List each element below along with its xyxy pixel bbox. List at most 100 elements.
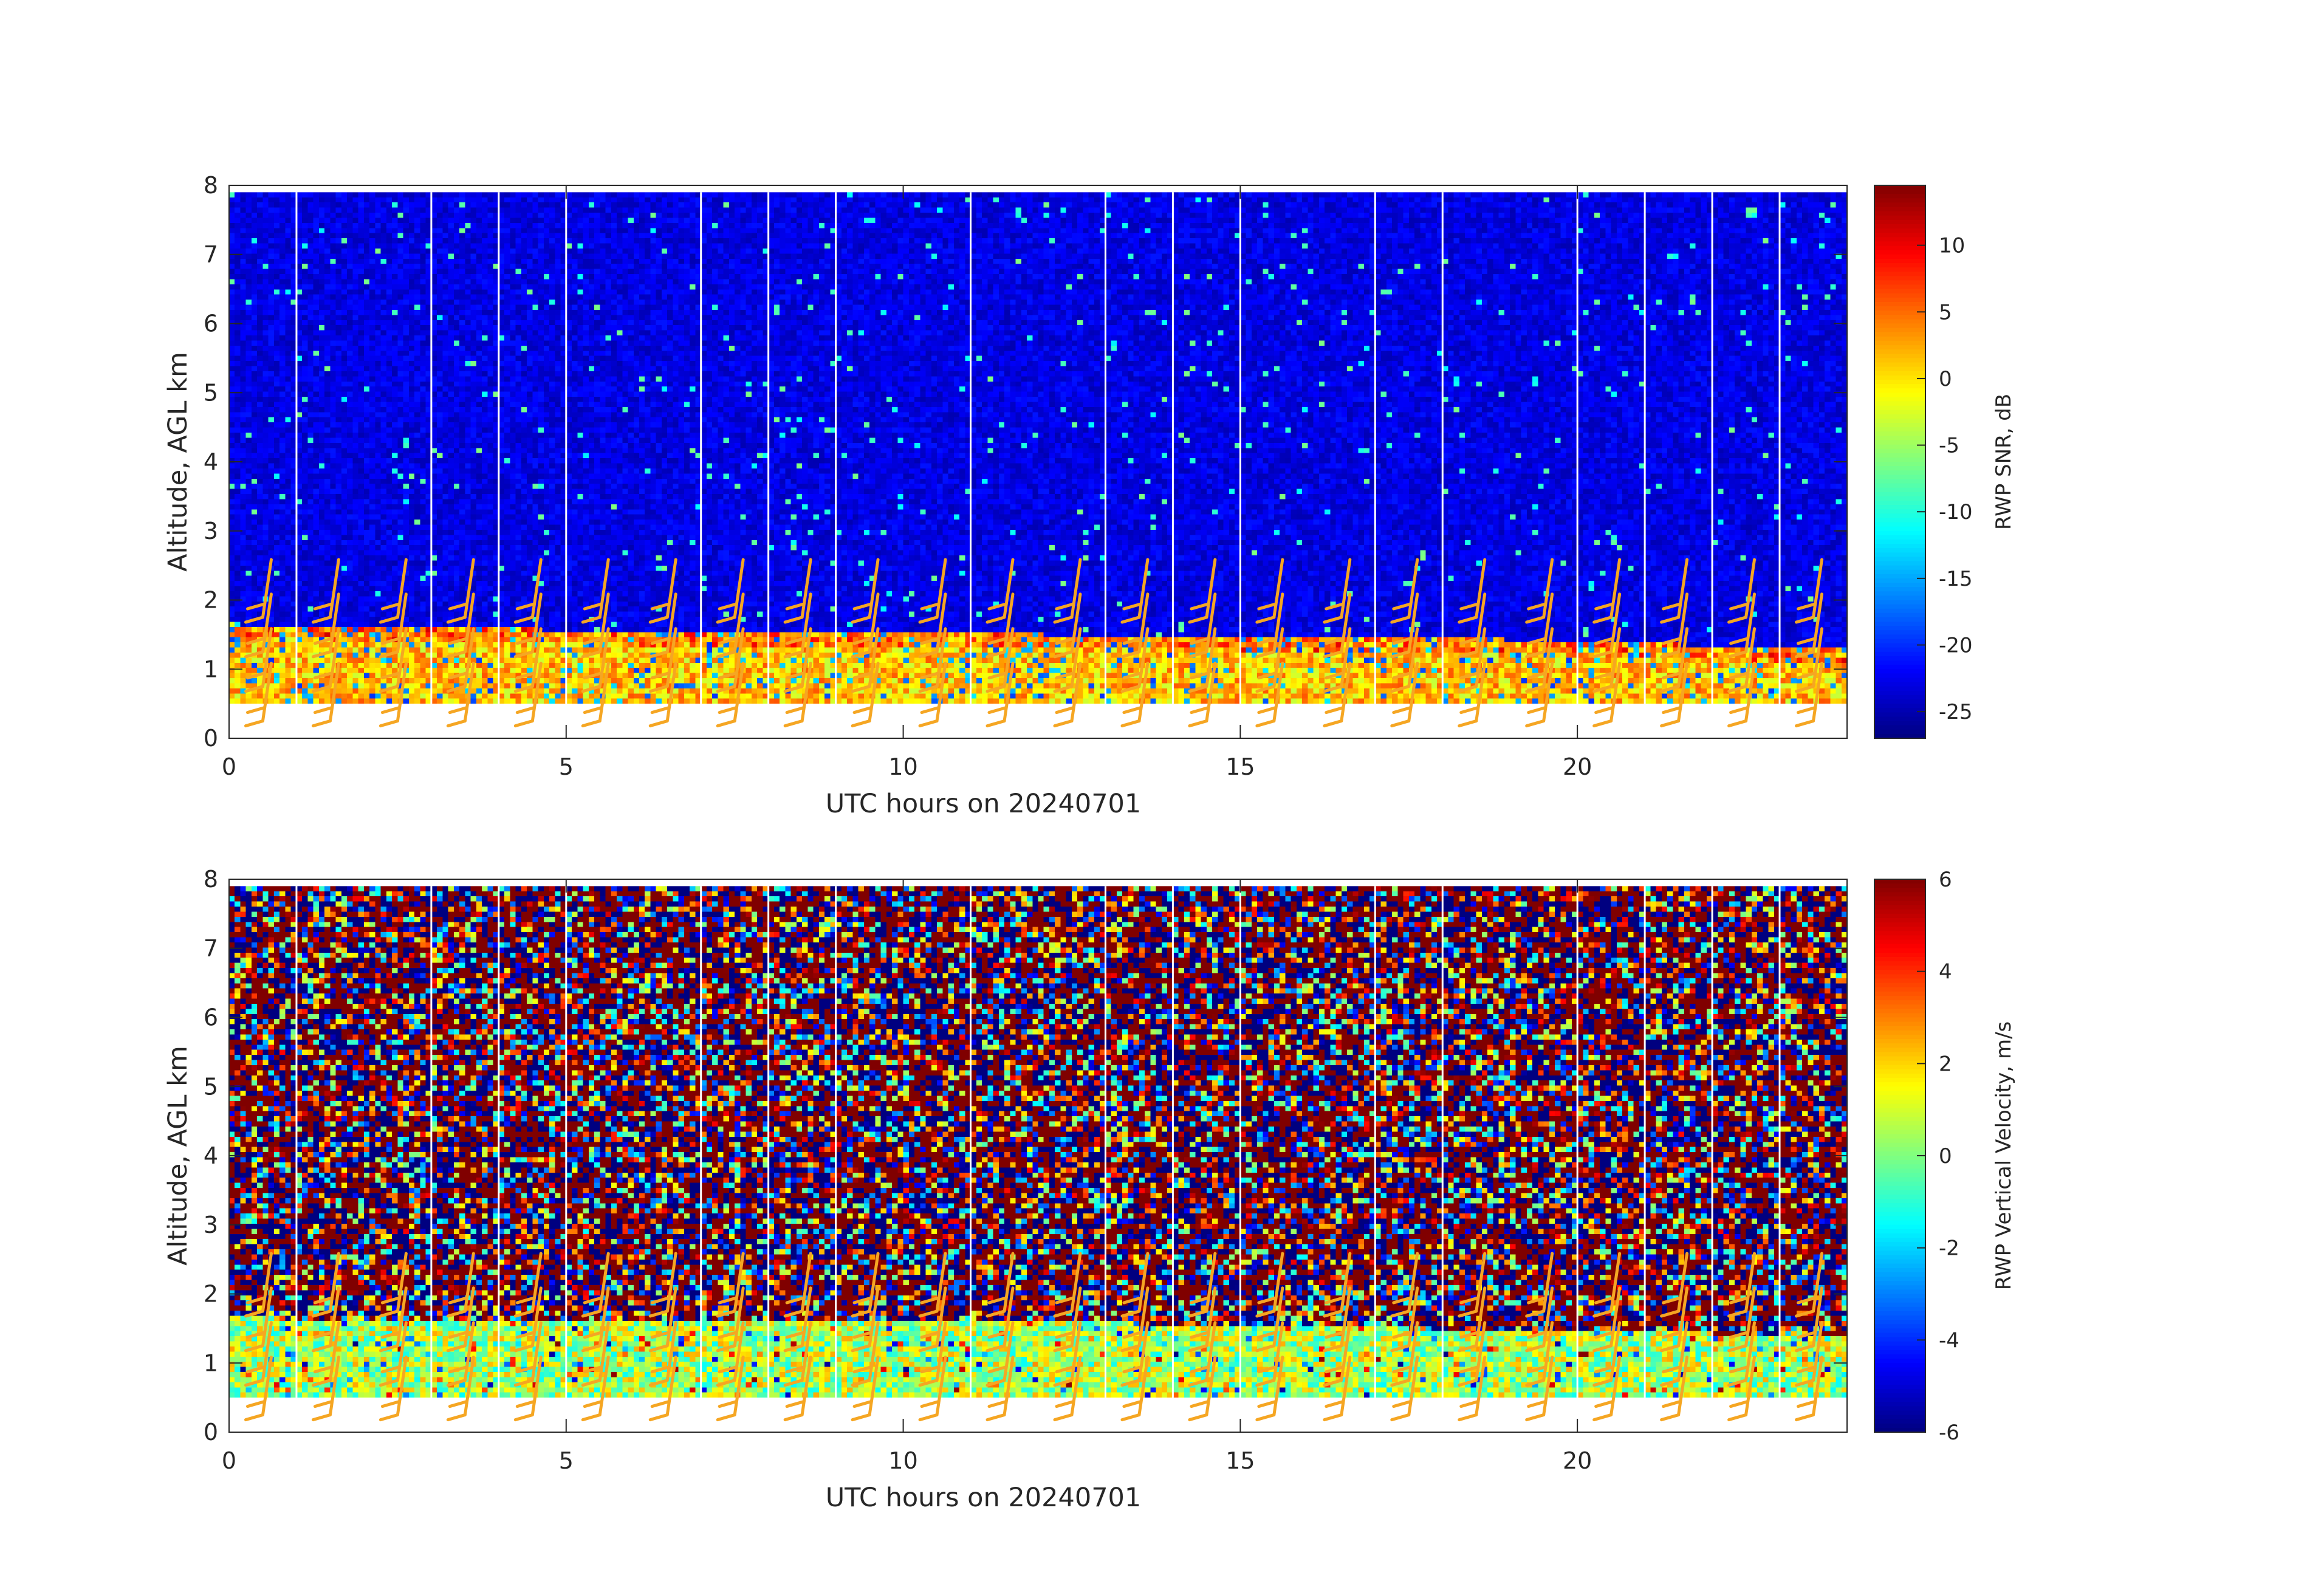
wind-barb [716,1286,745,1353]
colorbar-swatch [1874,284,1925,290]
wind-barb [379,558,408,624]
wind-barb [1660,1321,1689,1387]
colorbar-swatch [1874,207,1925,212]
colorbar-swatch [1874,1173,1925,1178]
wind-barb [1795,1356,1824,1422]
colorbar-swatch [1874,1021,1925,1027]
wind-barb [379,627,408,693]
y-tick-label: 0 [204,1419,218,1446]
colorbar-swatch [1874,1311,1925,1316]
colorbar-tick-label: 0 [1939,367,1952,391]
colorbar-swatch [1874,254,1925,259]
colorbar-swatch [1874,1082,1925,1088]
wind-barb [244,662,273,728]
wind-barb [244,592,273,659]
colorbar-swatch [1874,1060,1925,1066]
colorbar-swatch [1874,258,1925,264]
colorbar-swatch [1874,423,1925,428]
wind-barb [918,1286,947,1353]
colorbar-swatch [1874,548,1925,554]
colorbar-swatch [1874,436,1925,441]
colorbar-swatch [1874,966,1925,971]
colorbar-swatch [1874,1388,1925,1394]
wind-barb [379,1252,408,1318]
colorbar-swatch [1874,483,1925,489]
wind-barb [1795,1321,1824,1387]
colorbar-swatch [1874,1250,1925,1256]
colorbar-swatch [1874,1255,1925,1260]
colorbar-swatch [1874,375,1925,380]
colorbar-swatch [1874,1220,1925,1226]
colorbar-swatch [1874,1324,1925,1329]
wind-barb [1120,627,1150,693]
colorbar-swatch [1874,918,1925,923]
wind-barb [783,1356,812,1422]
y-tick-label: 1 [204,656,218,682]
wind-barb [581,558,610,624]
wind-barb [648,1321,677,1387]
colorbar-tick-label: -2 [1939,1237,1959,1261]
colorbar-swatch [1874,673,1925,679]
wind-barb [513,558,543,624]
wind-barb [1323,1252,1352,1318]
wind-barb [244,1286,273,1353]
wind-barb [513,627,543,693]
colorbar-swatch [1874,262,1925,268]
wind-barb [311,592,340,659]
colorbar-swatch [1874,1009,1925,1014]
wind-barb [1323,627,1352,693]
colorbar-swatch [1874,1337,1925,1342]
wind-barb [1390,558,1419,624]
colorbar-swatch [1874,1121,1925,1127]
colorbar-swatch [1874,233,1925,238]
colorbar-swatch [1874,1423,1925,1429]
wind-barb [1120,662,1150,728]
colorbar-swatch [1874,522,1925,527]
wind-barb [985,627,1015,693]
colorbar-tick-label: 6 [1939,868,1952,892]
colorbar-swatch [1874,1341,1925,1346]
colorbar-swatch [1874,1315,1925,1320]
colorbar-swatch [1874,1393,1925,1398]
wind-barb [1255,627,1284,693]
colorbar-swatch [1874,496,1925,501]
colorbar-swatch [1874,371,1925,376]
wind-barb [1727,1252,1757,1318]
colorbar-swatch [1874,1130,1925,1135]
y-tick-label: 7 [204,241,218,268]
x-axis-label: UTC hours on 20240701 [826,1483,1142,1513]
wind-barb [1592,1356,1622,1422]
wind-barb [1458,1252,1487,1318]
wind-barb [918,662,947,728]
colorbar-swatch [1874,634,1925,640]
colorbar-swatch [1874,267,1925,272]
colorbar-swatch [1874,379,1925,385]
wind-barb [1053,1286,1082,1353]
wind-barb [985,1252,1015,1318]
colorbar-swatch [1874,1302,1925,1308]
colorbar-swatch [1874,922,1925,928]
wind-barb [1660,592,1689,659]
colorbar-swatch [1874,931,1925,936]
colorbar-swatch [1874,1242,1925,1247]
colorbar-swatch [1874,250,1925,255]
colorbar-swatch [1874,1013,1925,1018]
colorbar-swatch [1874,1156,1925,1161]
wind-barb [311,1356,340,1422]
colorbar-swatch [1874,974,1925,979]
wind-barb [379,592,408,659]
wind-barb [1323,592,1352,659]
wind-barb [1053,558,1082,624]
colorbar-swatch [1874,544,1925,549]
wind-barb [1727,558,1757,624]
colorbar-swatch [1874,211,1925,216]
colorbar-swatch [1874,397,1925,402]
y-tick-label: 4 [204,1142,218,1169]
wind-barb [1592,1321,1622,1387]
colorbar-swatch [1874,1298,1925,1303]
colorbar-swatch [1874,888,1925,893]
colorbar-swatch [1874,892,1925,897]
colorbar-swatch [1874,462,1925,467]
colorbar-swatch [1874,1359,1925,1364]
colorbar-swatch [1874,956,1925,962]
